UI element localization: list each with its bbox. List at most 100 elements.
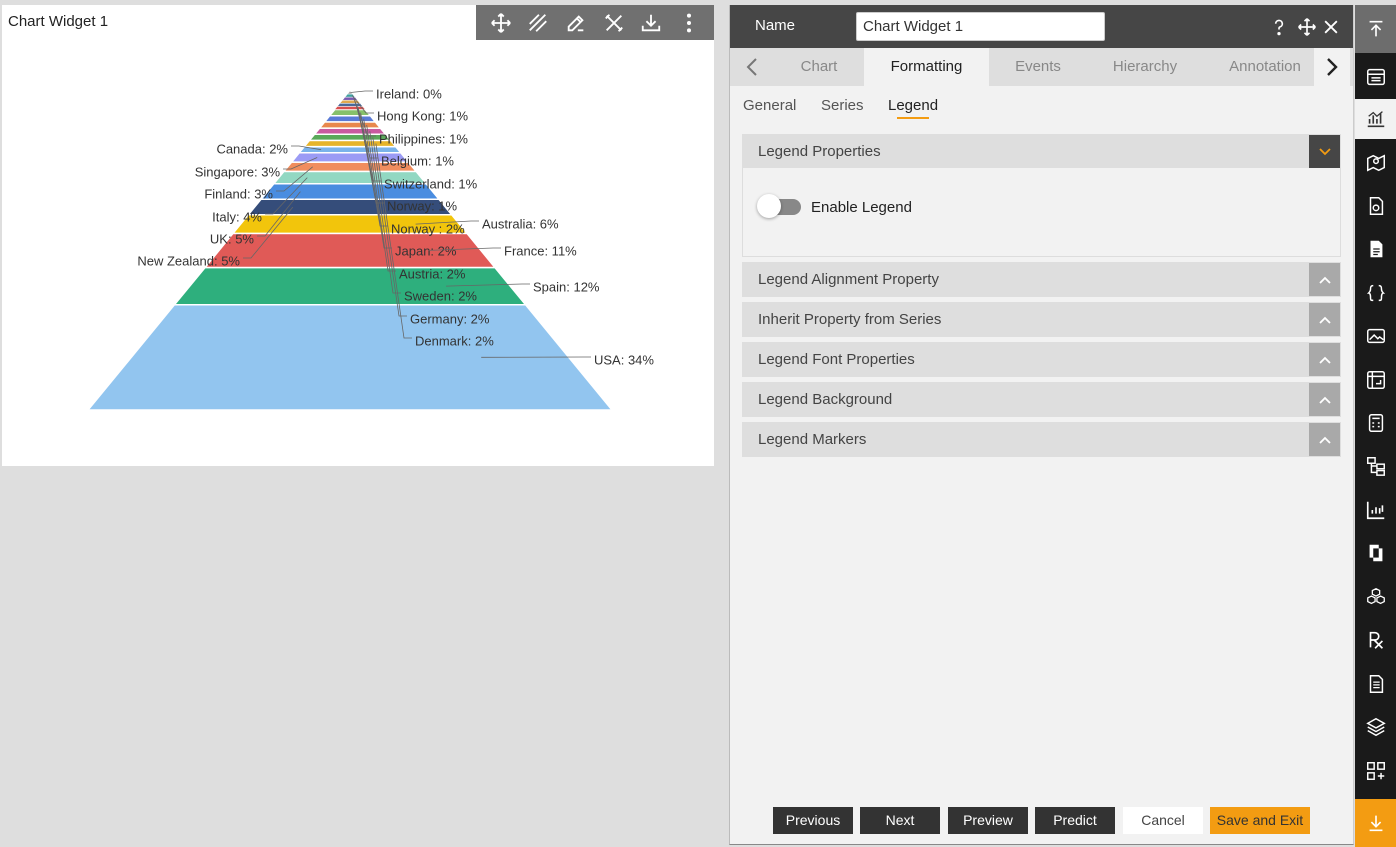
rail-file-list-button[interactable] (1355, 664, 1396, 704)
pyramid-slice-japan[interactable] (323, 114, 377, 123)
data-label: UK: 5% (210, 231, 255, 246)
label-connector (243, 206, 294, 259)
previous-button[interactable]: Previous (773, 807, 853, 834)
data-label: Germany: 2% (410, 311, 490, 326)
next-button[interactable]: Next (860, 807, 940, 834)
pyramid-slice-sweden[interactable] (312, 127, 388, 136)
bar-chart-icon (1366, 501, 1384, 520)
rail-image-button[interactable] (1355, 316, 1396, 356)
cancel-button[interactable]: Cancel (1123, 807, 1203, 834)
data-label: USA: 34% (594, 352, 654, 367)
cubes-icon (1366, 588, 1385, 605)
chevron-up-icon[interactable] (1309, 303, 1340, 336)
file-list-icon (1369, 675, 1383, 693)
data-label: Hong Kong: 1% (377, 108, 469, 123)
rail-calculator-button[interactable] (1355, 403, 1396, 443)
tabs-prev-arrow-icon[interactable] (734, 48, 770, 86)
section-title: Legend Properties (758, 143, 881, 160)
table-icon (1366, 68, 1385, 86)
widget-toolbar (476, 5, 714, 40)
chevron-up-icon[interactable] (1309, 263, 1340, 296)
preview-button[interactable]: Preview (948, 807, 1028, 834)
rail-pages-button[interactable] (1355, 533, 1396, 573)
rail-report-button[interactable] (1355, 186, 1396, 226)
tab-events[interactable]: Events (1015, 58, 1061, 75)
section-legend-properties[interactable]: Legend Properties (742, 134, 1341, 169)
rail-hierarchy-button[interactable] (1355, 446, 1396, 486)
rail-layers-button[interactable] (1355, 707, 1396, 747)
label-connector (415, 220, 479, 225)
tools-icon[interactable] (601, 10, 627, 36)
label-connector (291, 145, 322, 151)
rail-table-button[interactable] (1355, 57, 1396, 97)
tab-formatting[interactable]: Formatting (864, 48, 989, 86)
rail-scroll-bottom-button[interactable] (1355, 799, 1396, 847)
section-title: Inherit Property from Series (758, 311, 942, 328)
section-legend-font[interactable]: Legend Font Properties (742, 342, 1341, 377)
data-label: Belgium: 1% (381, 153, 454, 168)
rail-map-button[interactable] (1355, 143, 1396, 183)
download-icon[interactable] (638, 10, 664, 36)
panel-header: Name (730, 5, 1353, 48)
help-icon[interactable] (1267, 15, 1291, 39)
pivot-icon (1366, 371, 1385, 389)
pyramid-slice-canada[interactable] (297, 145, 403, 154)
pyramid-slice-norway[interactable] (334, 106, 366, 110)
name-input[interactable] (856, 12, 1105, 41)
data-label: Denmark: 2% (415, 333, 494, 348)
label-connector (372, 137, 407, 317)
label-connector (375, 143, 412, 339)
rail-pivot-button[interactable] (1355, 360, 1396, 400)
enable-legend-toggle[interactable] (757, 194, 801, 218)
legend-properties-body: Enable Legend (742, 168, 1341, 257)
chevron-up-icon[interactable] (1309, 343, 1340, 376)
section-legend-alignment[interactable]: Legend Alignment Property (742, 262, 1341, 297)
data-label: Norway : 2% (391, 221, 465, 236)
subtab-legend[interactable]: Legend (888, 97, 939, 119)
data-label: Italy: 4% (212, 209, 262, 224)
scroll-bottom-icon (1369, 815, 1382, 832)
panel-tabs: Chart Formatting Events Hierarchy Annota… (730, 48, 1353, 86)
edit-icon[interactable] (563, 10, 589, 36)
chevron-up-icon[interactable] (1309, 423, 1340, 456)
label-connector (428, 247, 501, 251)
rail-document-button[interactable] (1355, 229, 1396, 269)
subtab-series[interactable]: Series (821, 97, 864, 114)
move-panel-icon[interactable] (1295, 15, 1319, 39)
chart-widget: Ireland: 0% Hong Kong: 1% Philippines: 1% C… (2, 5, 714, 466)
tab-hierarchy[interactable]: Hierarchy (1112, 58, 1178, 75)
move-icon[interactable] (488, 10, 514, 36)
pyramid-slice-austria[interactable] (318, 121, 382, 129)
rail-bar-chart-button[interactable] (1355, 490, 1396, 530)
close-icon[interactable] (1319, 15, 1343, 39)
rail-cubes-button[interactable] (1355, 577, 1396, 617)
data-label: Canada: 2% (216, 141, 288, 156)
data-label: New Zealand: 5% (137, 253, 240, 268)
more-vertical-icon[interactable] (676, 10, 702, 36)
draw-icon[interactable] (525, 10, 551, 36)
data-label: Japan: 2% (395, 243, 457, 258)
chevron-down-icon[interactable] (1309, 135, 1340, 168)
rail-add-widget-button[interactable] (1355, 751, 1396, 791)
rail-rx-button[interactable] (1355, 620, 1396, 660)
section-title: Legend Font Properties (758, 351, 915, 368)
label-connector (446, 283, 530, 287)
subtab-general[interactable]: General (743, 97, 797, 114)
rail-scroll-top-button[interactable] (1355, 5, 1396, 53)
label-connector (276, 166, 313, 192)
map-icon (1366, 154, 1385, 172)
rail-chart-button[interactable] (1355, 99, 1396, 139)
save-exit-button[interactable]: Save and Exit (1210, 807, 1310, 834)
chevron-up-icon[interactable] (1309, 383, 1340, 416)
tabs-next-arrow-icon[interactable] (1314, 48, 1350, 86)
section-legend-markers[interactable]: Legend Markers (742, 422, 1341, 457)
predict-button[interactable]: Predict (1035, 807, 1115, 834)
tab-annotation[interactable]: Annotation (1229, 58, 1301, 75)
tab-chart[interactable]: Chart (800, 58, 838, 75)
document-icon (1370, 240, 1382, 258)
footer-buttons: Previous Next Preview Predict Cancel Sav… (730, 807, 1353, 835)
section-inherit-property[interactable]: Inherit Property from Series (742, 302, 1341, 337)
rail-code-button[interactable] (1355, 273, 1396, 313)
data-label: Sweden: 2% (404, 288, 477, 303)
section-legend-background[interactable]: Legend Background (742, 382, 1341, 417)
